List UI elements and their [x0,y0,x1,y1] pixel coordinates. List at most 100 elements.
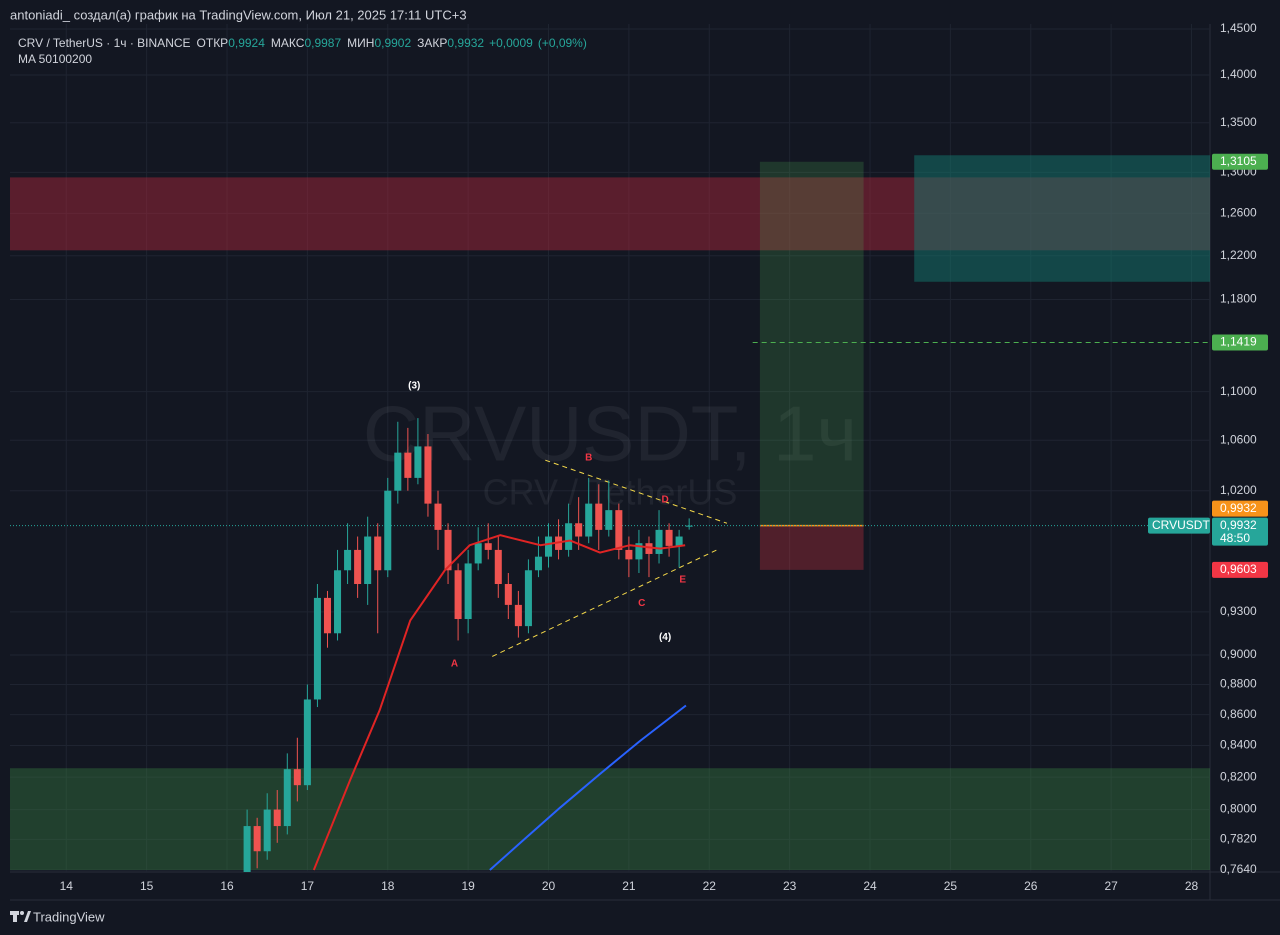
y-tick-label: 1,0600 [1220,432,1257,446]
candle-body [625,549,633,560]
x-tick-label: 18 [381,879,395,893]
candle-body [364,536,372,585]
stat-value: 0,9902 [374,36,411,50]
candle-body [595,503,603,530]
candle-body [504,584,512,605]
zone [10,768,1210,870]
watermark: CRVUSDT, 1ч [363,390,857,478]
y-tick-label: 1,3500 [1220,115,1257,129]
y-tick-label: 1,0200 [1220,483,1257,497]
trendline [492,548,720,657]
moving-average [312,534,686,871]
candle-body [424,446,432,504]
stop-label: 0,9603 [1220,562,1257,576]
x-tick-label: 15 [140,879,154,893]
candle-body [303,699,311,786]
y-tick-label: 0,9300 [1220,604,1257,618]
x-tick-label: 19 [461,879,475,893]
chart-info: CRV / TetherUS · 1ч · BINANCE ОТКР0,9924 М… [18,36,587,50]
candle-body [293,769,301,786]
candle-body [685,525,693,527]
logo [10,911,31,922]
x-tick-label: 17 [301,879,315,893]
x-tick-label: 16 [220,879,234,893]
annotation: (3) [408,380,420,391]
x-tick-label: 27 [1104,879,1118,893]
candle-body [605,510,613,530]
candle-body [544,536,553,557]
y-tick-label: 0,9000 [1220,647,1257,661]
candle-body [263,809,271,852]
stat-value: 0,9987 [304,36,341,50]
y-tick-label: 0,7640 [1220,862,1257,876]
candle-body [665,529,673,546]
change-value: +0,0009 [489,36,533,50]
symbol-tag-bg [1148,517,1210,534]
candle-body [635,543,643,560]
x-tick-label: 23 [783,879,797,893]
candle-body [253,826,261,852]
annotation: E [679,575,686,586]
stat-name: ЗАКР [417,36,447,50]
candle-body [565,523,573,550]
candle-body [334,570,342,634]
candle-body [464,563,472,620]
target-label-bg [1212,153,1268,170]
candle-body [514,604,522,627]
zone [914,155,1210,282]
stat-name: ОТКР [197,36,229,50]
candle-body [344,549,352,571]
candle-body [534,556,542,571]
countdown: 48:50 [1220,531,1250,545]
candle-body [394,452,402,491]
x-tick-label: 26 [1024,879,1038,893]
candle-body [454,570,462,620]
candle-body [243,826,251,872]
candle-body [354,549,362,585]
header: antoniadi_ создал(а) график на TradingVi… [10,7,467,22]
candle-body [655,529,663,554]
candle-body [273,809,281,827]
stat-value: 0,9924 [228,36,265,50]
annotation: C [638,598,645,609]
watermark-sub: CRV / TetherUS [483,472,738,513]
candle-body [524,570,532,627]
stop-zone [759,525,864,570]
candle-body [374,536,382,571]
x-tick-label: 22 [703,879,717,893]
candle-body [313,597,321,700]
stat-name: МИН [347,36,374,50]
stop-label-bg [1212,561,1268,578]
y-tick-label: 1,1000 [1220,384,1257,398]
entry-label: 0,9932 [1220,501,1257,515]
y-tick-label: 1,4000 [1220,67,1257,81]
x-tick-label: 25 [944,879,958,893]
entry-label-bg [1212,500,1268,517]
annotation: (4) [659,632,671,643]
y-tick-label: 1,4500 [1220,21,1257,35]
candle-body [585,503,593,537]
y-tick-label: 0,8400 [1220,738,1257,752]
x-tick-label: 20 [542,879,556,893]
candle-body [645,543,653,554]
annotation: D [661,494,668,505]
symbol-tag: CRVUSDT [1152,518,1210,532]
target-zone [759,161,864,526]
level-label-bg [1212,334,1268,351]
target-label: 1,3105 [1220,154,1257,168]
candle-body [444,529,452,571]
y-tick-label: 0,8000 [1220,802,1257,816]
x-tick-label: 14 [60,879,74,893]
y-tick-label: 1,2600 [1220,206,1257,220]
candle-body [384,490,392,571]
candle-body [474,543,482,564]
chart-title: CRV / TetherUS · 1ч · BINANCE [18,36,191,50]
y-tick-label: 0,8600 [1220,707,1257,721]
x-tick-label: 24 [863,879,877,893]
stat-value: 0,9932 [447,36,484,50]
x-tick-label: 28 [1185,879,1199,893]
candle-body [615,510,623,550]
candle-body [404,452,412,478]
